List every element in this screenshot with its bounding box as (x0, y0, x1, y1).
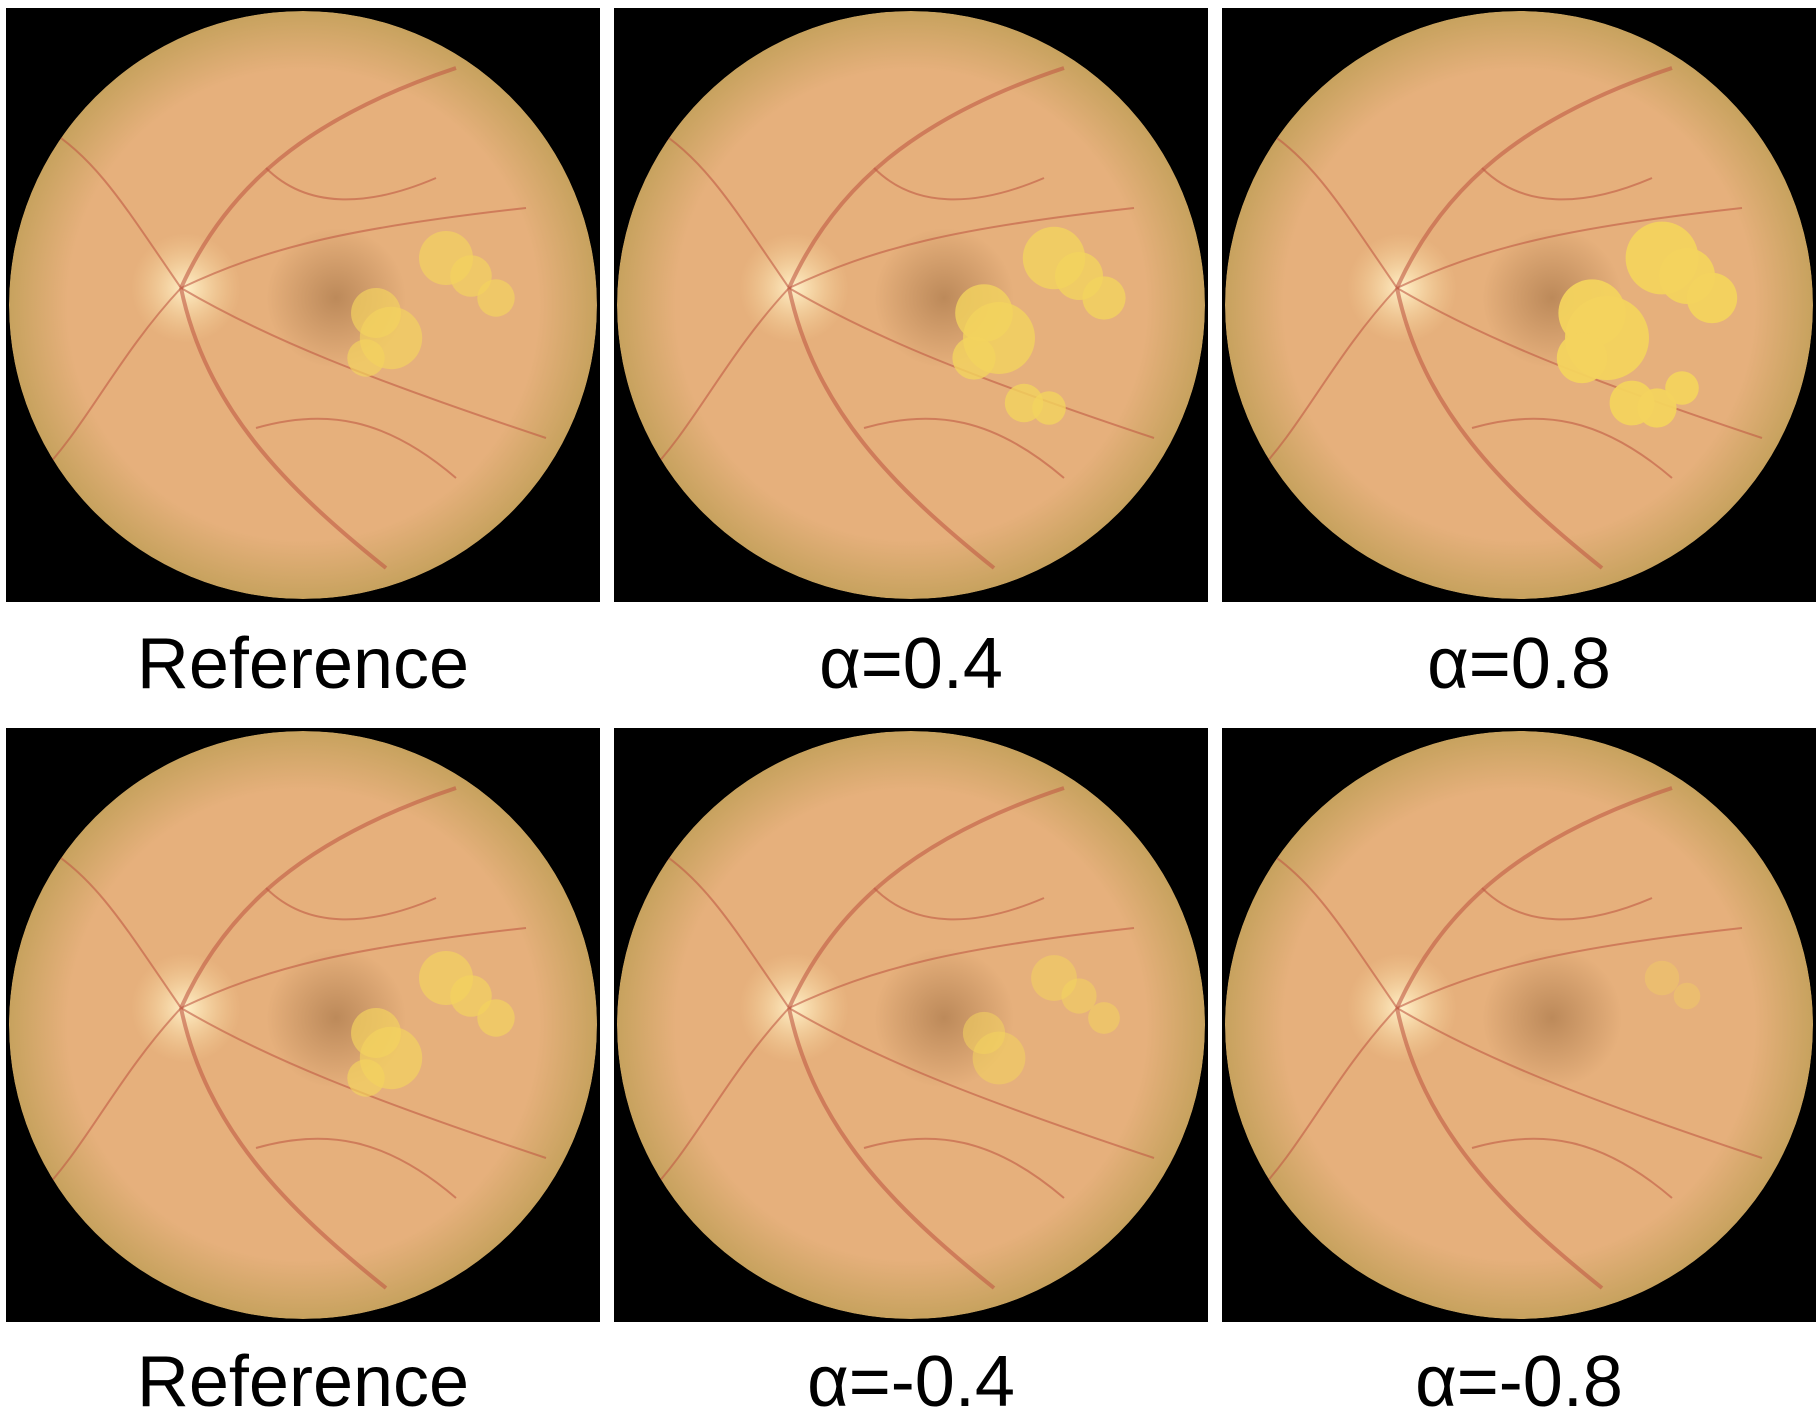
exudate-lesion (1673, 982, 1701, 1010)
fundus-image-alpha-neg-0-4 (614, 728, 1208, 1322)
blood-vessel (653, 127, 790, 289)
blood-vessel (788, 287, 1155, 439)
exudate-lesion (972, 1031, 1026, 1085)
exudate-lesion (1556, 332, 1608, 384)
blood-vessel (873, 167, 1045, 201)
blood-vessel (788, 207, 1135, 289)
fundus-image-svg (617, 11, 1205, 599)
blood-vessel (643, 287, 790, 479)
exudate-lesion (1032, 391, 1066, 425)
blood-vessel (1396, 927, 1743, 1009)
blood-vessel (653, 847, 790, 1009)
blood-vessel (1251, 1007, 1398, 1199)
fundus-image-svg (1225, 731, 1813, 1319)
exudate-lesion (1061, 978, 1097, 1014)
blood-vessel (1481, 887, 1653, 921)
blood-vessel (1396, 207, 1743, 289)
blood-vessel (1396, 1007, 1763, 1159)
blood-vessel (1395, 66, 1673, 289)
exudate-lesion (1082, 276, 1126, 320)
fundus-image-svg (1225, 11, 1813, 599)
exudate-lesion (347, 1059, 385, 1097)
blood-vessel (1395, 1007, 1604, 1290)
exudate-lesion (952, 336, 996, 380)
fundus-image-svg (9, 11, 597, 599)
exudate-lesion (477, 999, 515, 1037)
exudate-lesion (1644, 960, 1680, 996)
fundus-image-reference-bottom (6, 728, 600, 1322)
blood-vessel (180, 1007, 547, 1159)
blood-vessel (1395, 786, 1673, 1009)
exudate-lesion (1665, 371, 1699, 405)
blood-vessel (863, 417, 1065, 479)
caption-reference-top: Reference (136, 624, 470, 704)
blood-vessel (1471, 417, 1673, 479)
macula (1482, 948, 1622, 1088)
blood-vessel (179, 786, 457, 1009)
blood-vessel (643, 1007, 790, 1199)
exudate-lesion (347, 339, 385, 377)
caption-alpha-0-8: α=0.8 (1427, 624, 1611, 704)
blood-vessel (45, 847, 182, 1009)
blood-vessel (788, 927, 1135, 1009)
blood-vessel (1261, 127, 1398, 289)
blood-vessel (179, 287, 388, 570)
blood-vessel (45, 127, 182, 289)
caption-alpha-neg-0-8: α=-0.8 (1415, 1342, 1623, 1422)
optic-disc (1347, 953, 1457, 1063)
blood-vessel (255, 1137, 457, 1199)
optic-disc (1347, 233, 1457, 343)
blood-vessel (1261, 847, 1398, 1009)
blood-vessel (787, 1007, 996, 1290)
fundus-image-reference-top (6, 8, 600, 602)
fundus-image-svg (617, 731, 1205, 1319)
blood-vessel (1396, 287, 1763, 439)
fundus-image-alpha-neg-0-8 (1222, 728, 1816, 1322)
exudate-lesion (1088, 1002, 1120, 1034)
optic-disc (131, 953, 241, 1063)
blood-vessel (180, 207, 527, 289)
blood-vessel (179, 1007, 388, 1290)
caption-reference-bottom: Reference (136, 1342, 470, 1422)
exudate-lesion (1637, 388, 1677, 428)
blood-vessel (1395, 287, 1604, 570)
caption-alpha-neg-0-4: α=-0.4 (807, 1342, 1015, 1422)
optic-disc (739, 233, 849, 343)
blood-vessel (35, 1007, 182, 1199)
blood-vessel (255, 417, 457, 479)
blood-vessel (265, 167, 437, 201)
blood-vessel (265, 887, 437, 921)
optic-disc (739, 953, 849, 1063)
fundus-image-alpha-0-4 (614, 8, 1208, 602)
blood-vessel (787, 287, 996, 570)
blood-vessel (1251, 287, 1398, 479)
blood-vessel (180, 927, 527, 1009)
caption-alpha-0-4: α=0.4 (819, 624, 1003, 704)
blood-vessel (1481, 167, 1653, 201)
blood-vessel (788, 1007, 1155, 1159)
exudate-lesion (1686, 272, 1738, 324)
fundus-image-alpha-0-8 (1222, 8, 1816, 602)
blood-vessel (873, 887, 1045, 921)
blood-vessel (35, 287, 182, 479)
blood-vessel (180, 287, 547, 439)
blood-vessel (1471, 1137, 1673, 1199)
blood-vessel (787, 786, 1065, 1009)
optic-disc (131, 233, 241, 343)
blood-vessel (179, 66, 457, 289)
exudate-lesion (477, 279, 515, 317)
fundus-image-svg (9, 731, 597, 1319)
blood-vessel (863, 1137, 1065, 1199)
blood-vessel (787, 66, 1065, 289)
